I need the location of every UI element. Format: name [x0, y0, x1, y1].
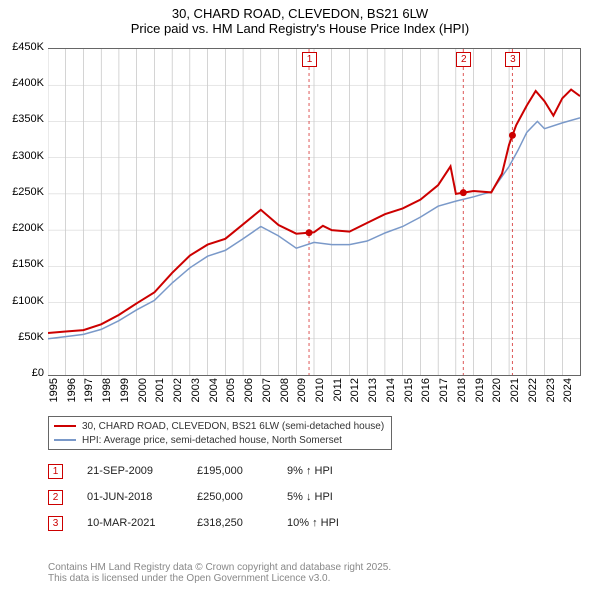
y-tick-label: £100K	[6, 295, 44, 307]
sales-table: 1 21-SEP-2009£195,0009% ↑ HPI 2 01-JUN-2018…	[48, 458, 397, 536]
y-tick-label: £150K	[6, 258, 44, 270]
y-tick-label: £0	[6, 367, 44, 379]
legend-label-1: 30, CHARD ROAD, CLEVEDON, BS21 6LW (semi…	[82, 421, 384, 432]
sale-row-1: 1 21-SEP-2009£195,0009% ↑ HPI	[48, 458, 397, 484]
y-tick-label: £400K	[6, 77, 44, 89]
x-grid	[48, 49, 562, 375]
chart-marker-3: 3	[505, 52, 520, 67]
sale-row-2: 2 01-JUN-2018£250,0005% ↓ HPI	[48, 484, 397, 510]
footer: Contains HM Land Registry data © Crown c…	[48, 562, 391, 584]
sale-price: £250,000	[197, 491, 287, 503]
sale-date: 21-SEP-2009	[87, 465, 197, 477]
plot-area	[48, 48, 581, 376]
title-line-2: Price paid vs. HM Land Registry's House …	[0, 21, 600, 36]
sale-marker-1: 1	[48, 464, 63, 479]
sale-date: 10-MAR-2021	[87, 517, 197, 529]
legend-row-2: HPI: Average price, semi-detached house,…	[54, 433, 386, 447]
sale-price: £195,000	[197, 465, 287, 477]
y-tick-label: £200K	[6, 222, 44, 234]
legend-label-2: HPI: Average price, semi-detached house,…	[82, 435, 342, 446]
marker-vlines	[309, 49, 512, 375]
legend-swatch-2	[54, 439, 76, 441]
sale-note: 5% ↓ HPI	[287, 491, 397, 503]
y-tick-label: £250K	[6, 186, 44, 198]
sale-date: 01-JUN-2018	[87, 491, 197, 503]
chart-container: 30, CHARD ROAD, CLEVEDON, BS21 6LW Price…	[0, 0, 600, 590]
y-tick-label: £450K	[6, 41, 44, 53]
footer-line-2: This data is licensed under the Open Gov…	[48, 573, 391, 584]
legend-swatch-1	[54, 425, 76, 427]
chart-marker-2: 2	[456, 52, 471, 67]
sale-marker-3: 3	[48, 516, 63, 531]
sale-note: 9% ↑ HPI	[287, 465, 397, 477]
legend-row-1: 30, CHARD ROAD, CLEVEDON, BS21 6LW (semi…	[54, 419, 386, 433]
title-line-1: 30, CHARD ROAD, CLEVEDON, BS21 6LW	[0, 6, 600, 21]
x-tick-label: 2024	[562, 378, 600, 408]
sale-marker-2: 2	[48, 490, 63, 505]
chart-title: 30, CHARD ROAD, CLEVEDON, BS21 6LW Price…	[0, 0, 600, 38]
chart-marker-1: 1	[302, 52, 317, 67]
y-tick-label: £350K	[6, 113, 44, 125]
sale-note: 10% ↑ HPI	[287, 517, 397, 529]
sale-price: £318,250	[197, 517, 287, 529]
marker-dots	[306, 132, 516, 236]
legend: 30, CHARD ROAD, CLEVEDON, BS21 6LW (semi…	[48, 416, 392, 450]
sale-row-3: 3 10-MAR-2021£318,25010% ↑ HPI	[48, 510, 397, 536]
y-tick-label: £300K	[6, 150, 44, 162]
y-tick-label: £50K	[6, 331, 44, 343]
footer-line-1: Contains HM Land Registry data © Crown c…	[48, 562, 391, 573]
plot-svg	[48, 49, 580, 375]
